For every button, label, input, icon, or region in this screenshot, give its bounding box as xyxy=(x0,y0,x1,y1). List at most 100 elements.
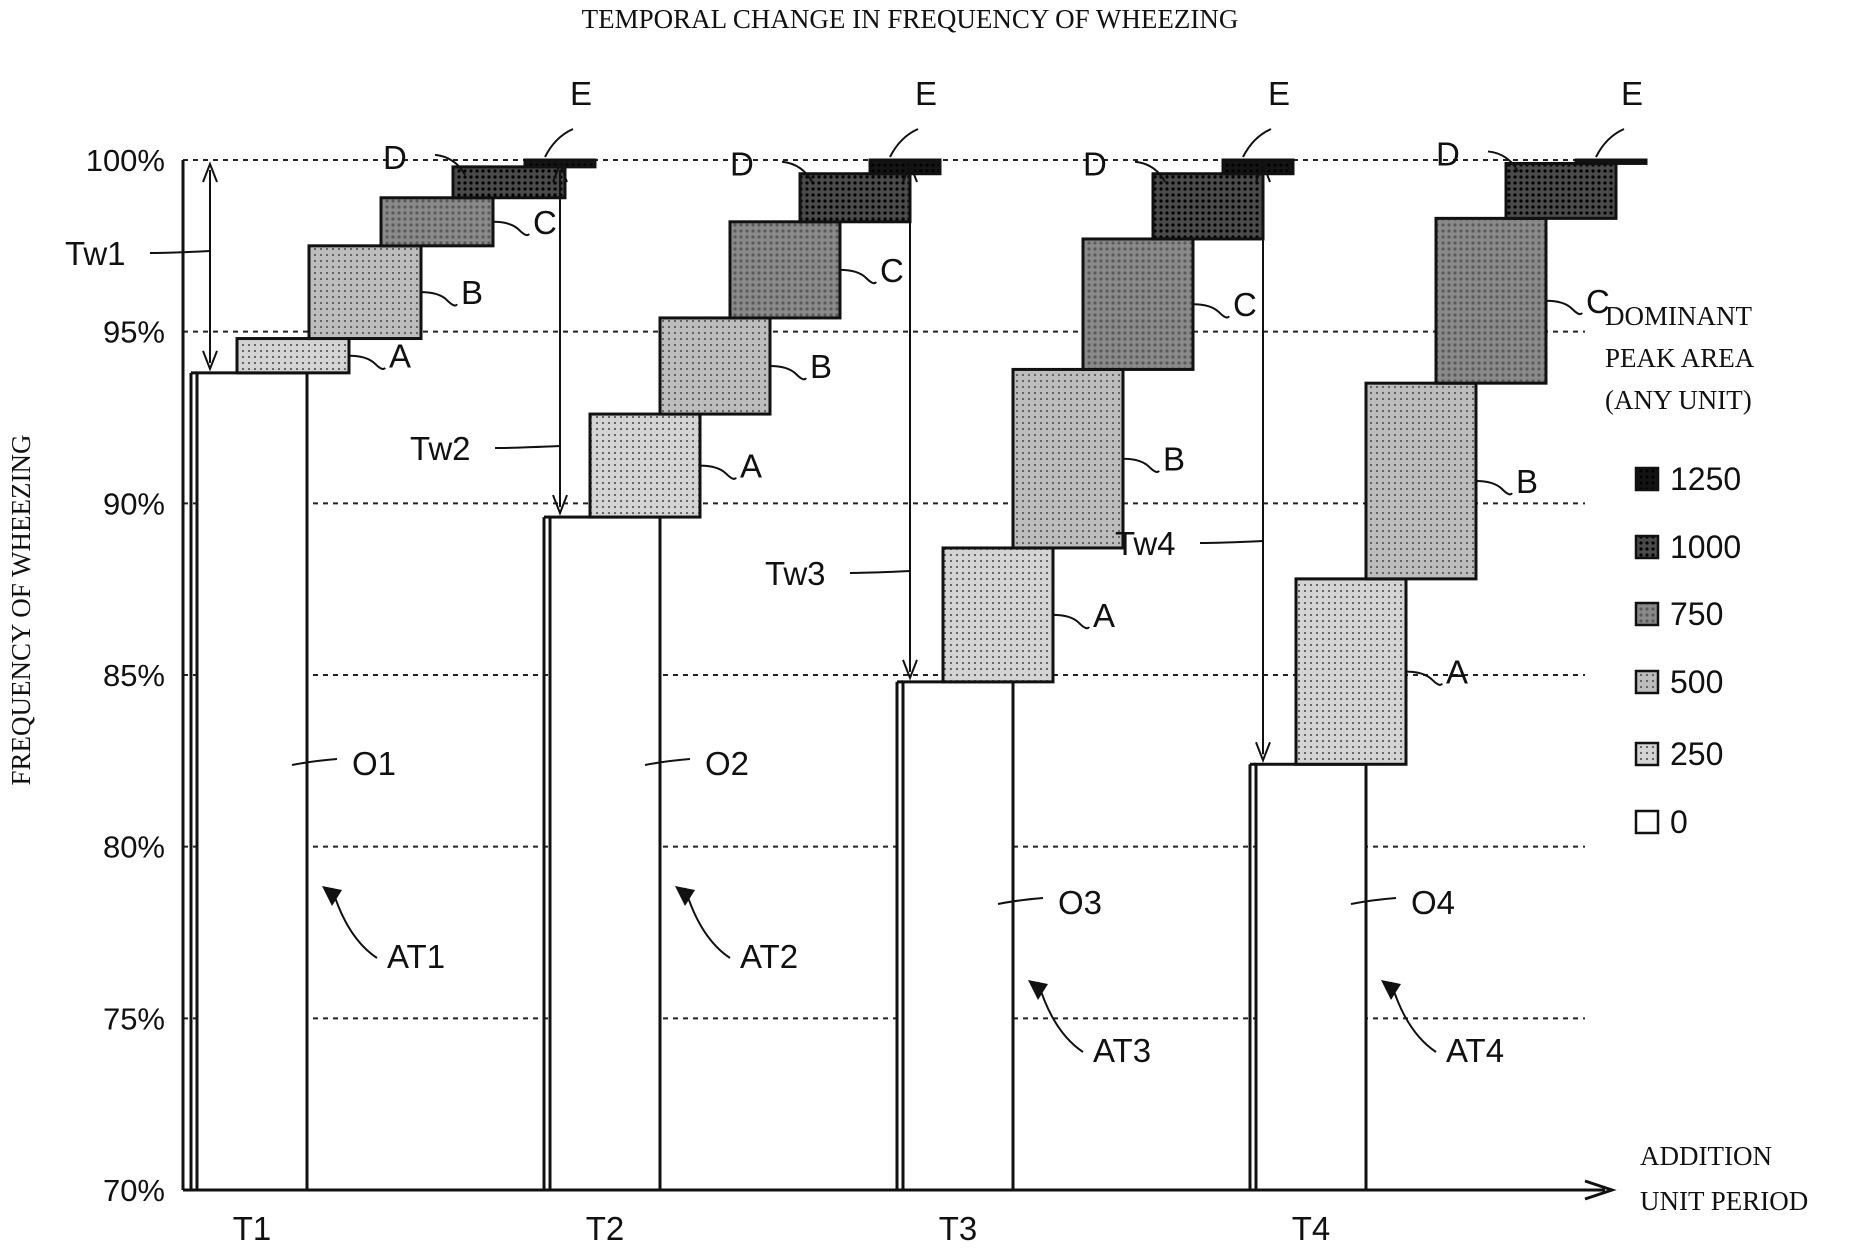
segment-a xyxy=(943,548,1053,682)
segment-label: C xyxy=(1233,286,1257,323)
segment-leader xyxy=(421,292,457,305)
x-tick-labels: T1 T2 T3 T4 xyxy=(233,1210,1331,1247)
y-tick-label: 75% xyxy=(103,1001,165,1036)
span-leader xyxy=(495,446,560,448)
segment-leader xyxy=(493,222,529,235)
span-leader xyxy=(150,251,210,253)
segment-leader xyxy=(1476,481,1512,494)
y-tick-label: 70% xyxy=(103,1173,165,1208)
legend-label: 750 xyxy=(1670,596,1723,632)
segment-label: C xyxy=(533,204,557,241)
segment-leader xyxy=(1596,129,1624,157)
segment-label: A xyxy=(740,448,762,485)
segment-a xyxy=(590,414,700,517)
segment-d xyxy=(1153,174,1263,239)
legend-title-line3: (ANY UNIT) xyxy=(1605,385,1752,415)
segment-leader xyxy=(770,366,806,379)
legend-label: 250 xyxy=(1670,736,1723,772)
bar-label: AT1 xyxy=(387,938,445,975)
legend-label: 1250 xyxy=(1670,461,1741,497)
segment-d xyxy=(453,167,565,198)
segment-label: E xyxy=(1268,75,1290,112)
x-axis-label-line1: ADDITION xyxy=(1640,1141,1772,1171)
bar-label: AT4 xyxy=(1446,1032,1504,1069)
bar-label-arrowhead xyxy=(1381,980,1401,1000)
segment-e xyxy=(870,160,940,174)
segment-b xyxy=(1366,383,1476,579)
y-tick-label: 100% xyxy=(86,143,165,178)
legend-swatch xyxy=(1636,603,1658,625)
segment-label: D xyxy=(1083,146,1107,183)
bar-label-arrowhead xyxy=(1028,980,1048,1000)
segment-e xyxy=(1576,160,1646,163)
y-tick-labels: 70%75%80%85%90%95%100% xyxy=(86,143,165,1208)
segment-label: A xyxy=(389,338,411,375)
segment-b xyxy=(1013,369,1123,548)
x-tick-label: T4 xyxy=(1292,1210,1331,1247)
legend-label: 500 xyxy=(1670,664,1723,700)
segment-label: A xyxy=(1093,597,1115,634)
base-bar xyxy=(550,517,660,1190)
base-bar xyxy=(1256,764,1366,1190)
segment-leader xyxy=(1193,304,1229,317)
bar-label-arrow xyxy=(685,888,730,958)
segment-leader xyxy=(545,129,573,157)
segment-leader xyxy=(1406,672,1442,685)
segment-label: A xyxy=(1446,654,1468,691)
base-label: O3 xyxy=(1058,884,1102,921)
legend: DOMINANT PEAK AREA (ANY UNIT) 1250 1000 75… xyxy=(1605,301,1755,840)
base-bar xyxy=(197,373,307,1190)
bar-label-arrow xyxy=(332,888,377,958)
segment-e xyxy=(1223,160,1293,174)
segment-label: B xyxy=(810,348,832,385)
segment-a xyxy=(1296,579,1406,764)
segment-b xyxy=(660,318,770,414)
x-tick-label: T1 xyxy=(233,1210,272,1247)
segment-leader xyxy=(1243,129,1271,157)
segment-c xyxy=(1436,218,1546,383)
segment-label: C xyxy=(880,252,904,289)
legend-swatch xyxy=(1636,671,1658,693)
legend-label: 0 xyxy=(1670,804,1688,840)
legend-title-line2: PEAK AREA xyxy=(1605,343,1755,373)
segment-c xyxy=(381,198,493,246)
span-label: Tw1 xyxy=(65,235,126,272)
legend-swatch xyxy=(1636,743,1658,765)
y-tick-label: 90% xyxy=(103,486,165,521)
segment-label: B xyxy=(461,274,483,311)
segment-label: E xyxy=(570,75,592,112)
y-axis-label: FREQUENCY OF WHEEZING xyxy=(6,435,36,786)
segment-leader xyxy=(700,466,736,479)
x-tick-label: T2 xyxy=(586,1210,625,1247)
segment-label: D xyxy=(730,146,754,183)
span-label: Tw2 xyxy=(410,430,471,467)
y-tick-label: 85% xyxy=(103,658,165,693)
base-label: O4 xyxy=(1411,884,1455,921)
bar-label: AT2 xyxy=(740,938,798,975)
x-tick-label: T3 xyxy=(939,1210,978,1247)
segment-label: B xyxy=(1163,441,1185,478)
bar-label-arrowhead xyxy=(322,886,342,906)
bar-label-arrowhead xyxy=(675,886,695,906)
segment-leader xyxy=(1123,459,1159,472)
x-axis-label-line2: UNIT PERIOD xyxy=(1640,1186,1808,1216)
segment-d xyxy=(800,174,910,222)
segment-c xyxy=(730,222,840,318)
segment-label: D xyxy=(1436,135,1460,172)
segment-label: D xyxy=(383,139,407,176)
segment-leader xyxy=(890,129,918,157)
segment-b xyxy=(309,246,421,339)
y-tick-label: 95% xyxy=(103,315,165,350)
legend-swatch xyxy=(1636,811,1658,833)
legend-title-line1: DOMINANT xyxy=(1605,301,1752,331)
segment-leader xyxy=(1053,615,1089,628)
legend-swatch xyxy=(1636,468,1658,490)
legend-label: 1000 xyxy=(1670,529,1741,565)
span-leader xyxy=(1200,541,1263,543)
segment-label: B xyxy=(1516,463,1538,500)
legend-entries: 1250 1000 750 500 250 0 xyxy=(1636,461,1741,840)
legend-swatch xyxy=(1636,536,1658,558)
span-label: Tw4 xyxy=(1115,525,1176,562)
segment-label: E xyxy=(915,75,937,112)
segment-d xyxy=(1506,163,1616,218)
